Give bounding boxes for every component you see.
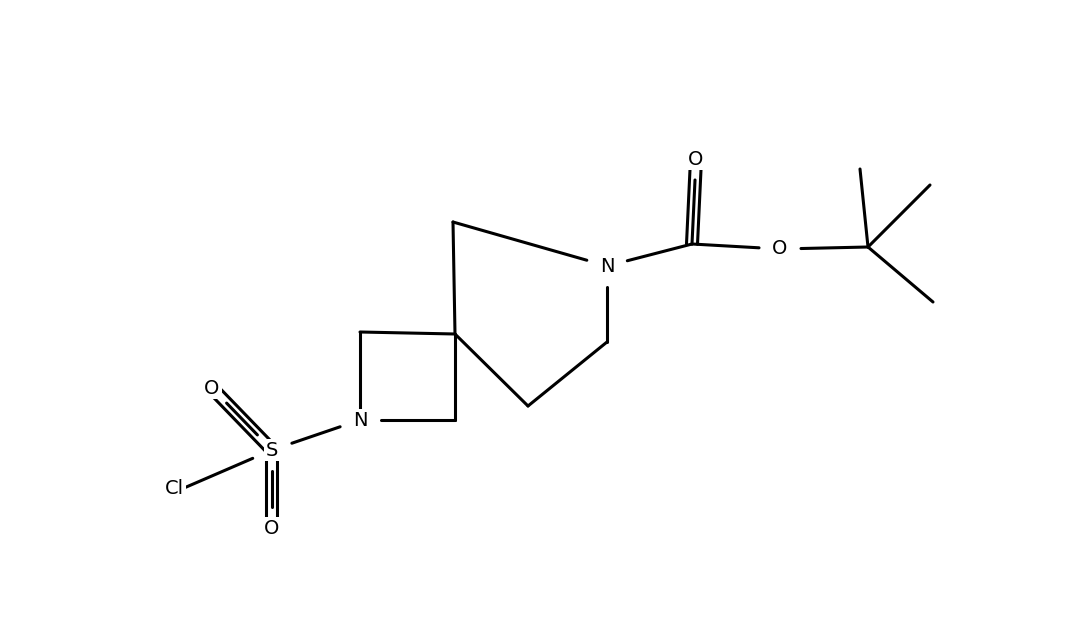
Text: N: N (353, 411, 368, 429)
Text: O: O (205, 379, 220, 397)
Text: O: O (265, 519, 280, 537)
Text: S: S (266, 441, 279, 459)
Text: N: N (599, 256, 614, 276)
Text: O: O (772, 240, 788, 258)
Text: O: O (688, 150, 703, 168)
Text: Cl: Cl (165, 479, 184, 497)
